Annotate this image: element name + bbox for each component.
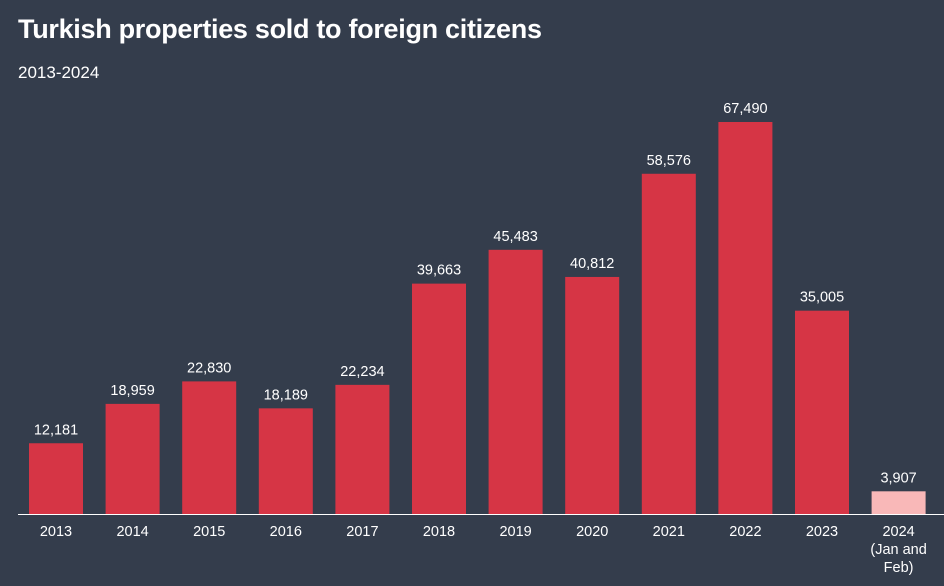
bar-2018 [412, 283, 466, 514]
bar-2024 [871, 491, 926, 514]
bar-2015 [182, 381, 237, 514]
value-label-2024: 3,907 [880, 470, 916, 486]
x-tick-label-2020: 2020 [576, 524, 608, 540]
value-label-2016: 18,189 [264, 387, 308, 403]
bar-2014 [105, 403, 160, 514]
x-tick-label-2022: 2022 [729, 524, 761, 540]
value-label-2018: 39,663 [417, 263, 461, 279]
value-label-2014: 18,959 [110, 383, 154, 399]
x-tick-label-2019: 2019 [499, 524, 531, 540]
bar-2022 [718, 122, 773, 514]
value-label-2019: 45,483 [493, 229, 537, 245]
value-label-2021: 58,576 [647, 153, 691, 169]
x-tick-label-2023: 2023 [806, 524, 838, 540]
bar-2019 [488, 249, 543, 514]
value-label-2015: 22,830 [187, 360, 231, 376]
x-tick-label-2018: 2018 [423, 524, 455, 540]
bar-2021 [641, 173, 696, 514]
x-tick-label-2014: 2014 [116, 524, 148, 540]
x-tick-label-2021: 2021 [653, 524, 685, 540]
value-label-2013: 12,181 [34, 422, 78, 438]
x-tick-label-2013: 2013 [40, 524, 72, 540]
x-tick-label-2017: 2017 [346, 524, 378, 540]
bar-2016 [258, 408, 313, 514]
value-label-2017: 22,234 [340, 364, 384, 380]
x-tick-label-2024: 2024 (Jan and Feb) [870, 524, 926, 576]
bar-2017 [335, 384, 390, 514]
value-label-2023: 35,005 [800, 290, 844, 306]
bar-2023 [795, 310, 849, 514]
value-label-2022: 67,490 [723, 101, 767, 117]
value-label-2020: 40,812 [570, 256, 614, 272]
x-tick-label-2016: 2016 [270, 524, 302, 540]
chart-subtitle: 2013-2024 [18, 63, 100, 82]
x-tick-label-2015: 2015 [193, 524, 225, 540]
bar-2020 [565, 276, 620, 514]
chart-title: Turkish properties sold to foreign citiz… [18, 14, 542, 44]
bar-2013 [29, 443, 83, 514]
